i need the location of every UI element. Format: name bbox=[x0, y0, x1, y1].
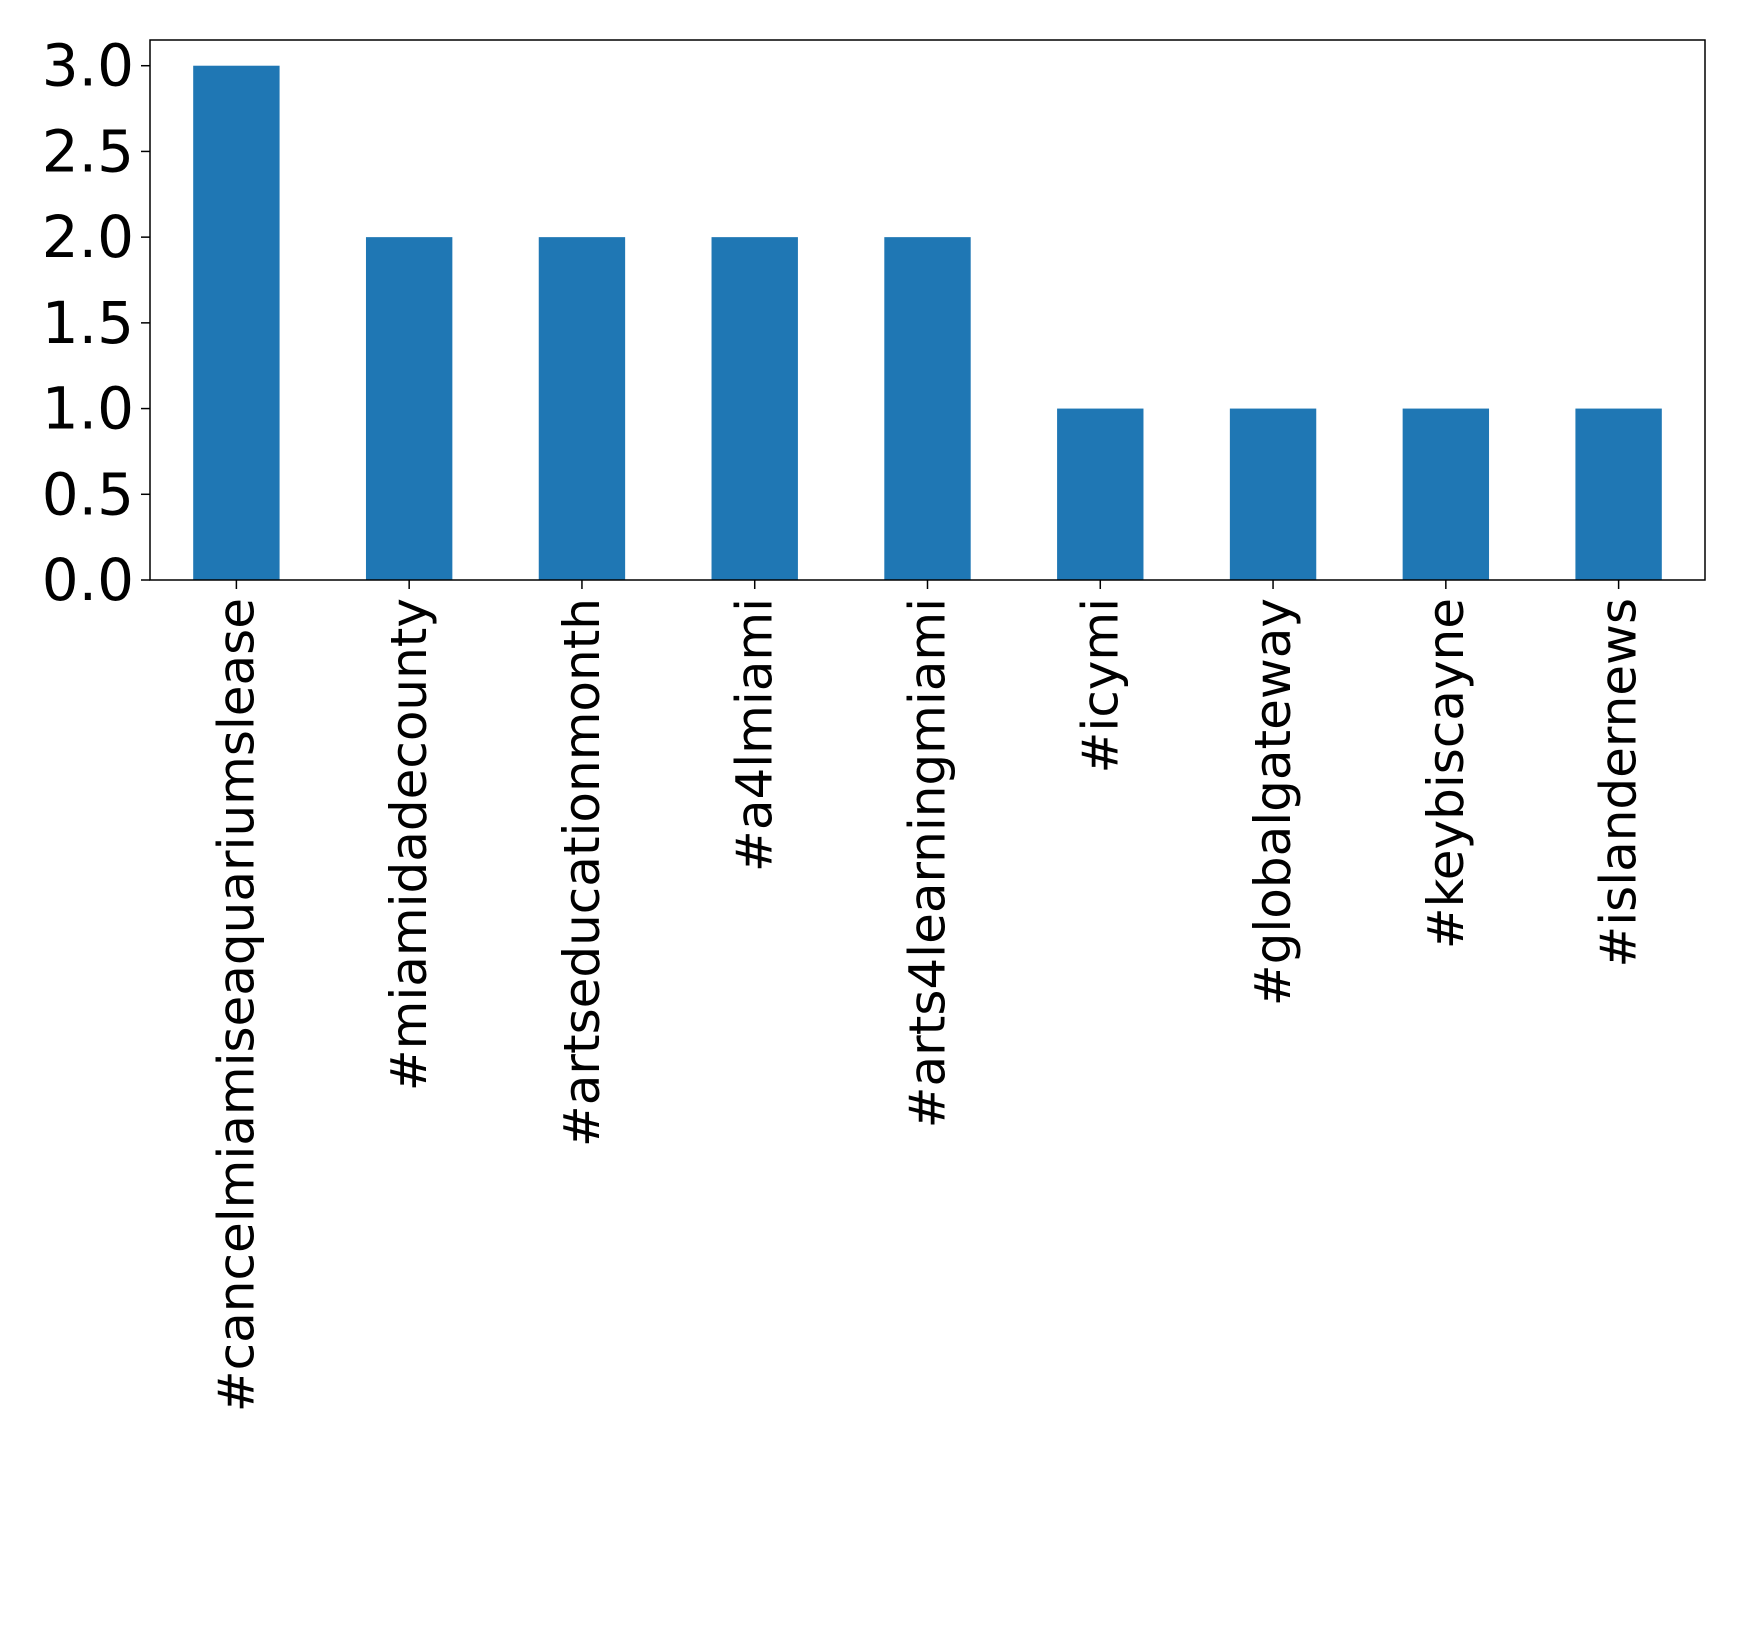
x-tick-label: #arts4learningmiami bbox=[899, 598, 957, 1128]
x-tick-label: #keybiscayne bbox=[1417, 598, 1475, 949]
bar bbox=[1229, 408, 1317, 580]
y-tick-label: 1.5 bbox=[42, 289, 134, 357]
bars-group bbox=[193, 65, 1662, 580]
y-tick-label: 2.5 bbox=[42, 117, 134, 185]
bar bbox=[1402, 408, 1490, 580]
plot-frame bbox=[149, 39, 1706, 581]
bar bbox=[1575, 408, 1662, 580]
y-tick-label: 0.0 bbox=[42, 546, 134, 614]
y-tick-label: 2.0 bbox=[42, 203, 134, 271]
y-tick-label: 0.5 bbox=[42, 460, 134, 528]
y-tick-label: 1.0 bbox=[42, 375, 134, 443]
bar bbox=[711, 237, 798, 580]
y-axis: 0.0 0.5 1.0 1.5 2.0 2.5 3.0 bbox=[42, 32, 150, 614]
bar bbox=[193, 65, 280, 580]
x-tick-label: #artseducationmonth bbox=[553, 598, 611, 1147]
x-tick-label: #a4lmiami bbox=[726, 598, 784, 872]
bar bbox=[538, 237, 626, 580]
x-tick-label: #cancelmiamiseaquariumslease bbox=[207, 598, 265, 1412]
x-tick-label: #globalgateway bbox=[1244, 598, 1302, 1006]
bar bbox=[365, 237, 453, 580]
x-tick-label: #islandernews bbox=[1590, 598, 1648, 968]
bar bbox=[1057, 408, 1144, 580]
y-tick-label: 3.0 bbox=[42, 32, 134, 100]
x-tick-label: #icymi bbox=[1071, 598, 1129, 773]
x-axis: #cancelmiamiseaquariumslease #miamidadeco… bbox=[207, 580, 1648, 1412]
bar bbox=[884, 237, 971, 580]
x-tick-label: #miamidadecounty bbox=[380, 598, 438, 1091]
